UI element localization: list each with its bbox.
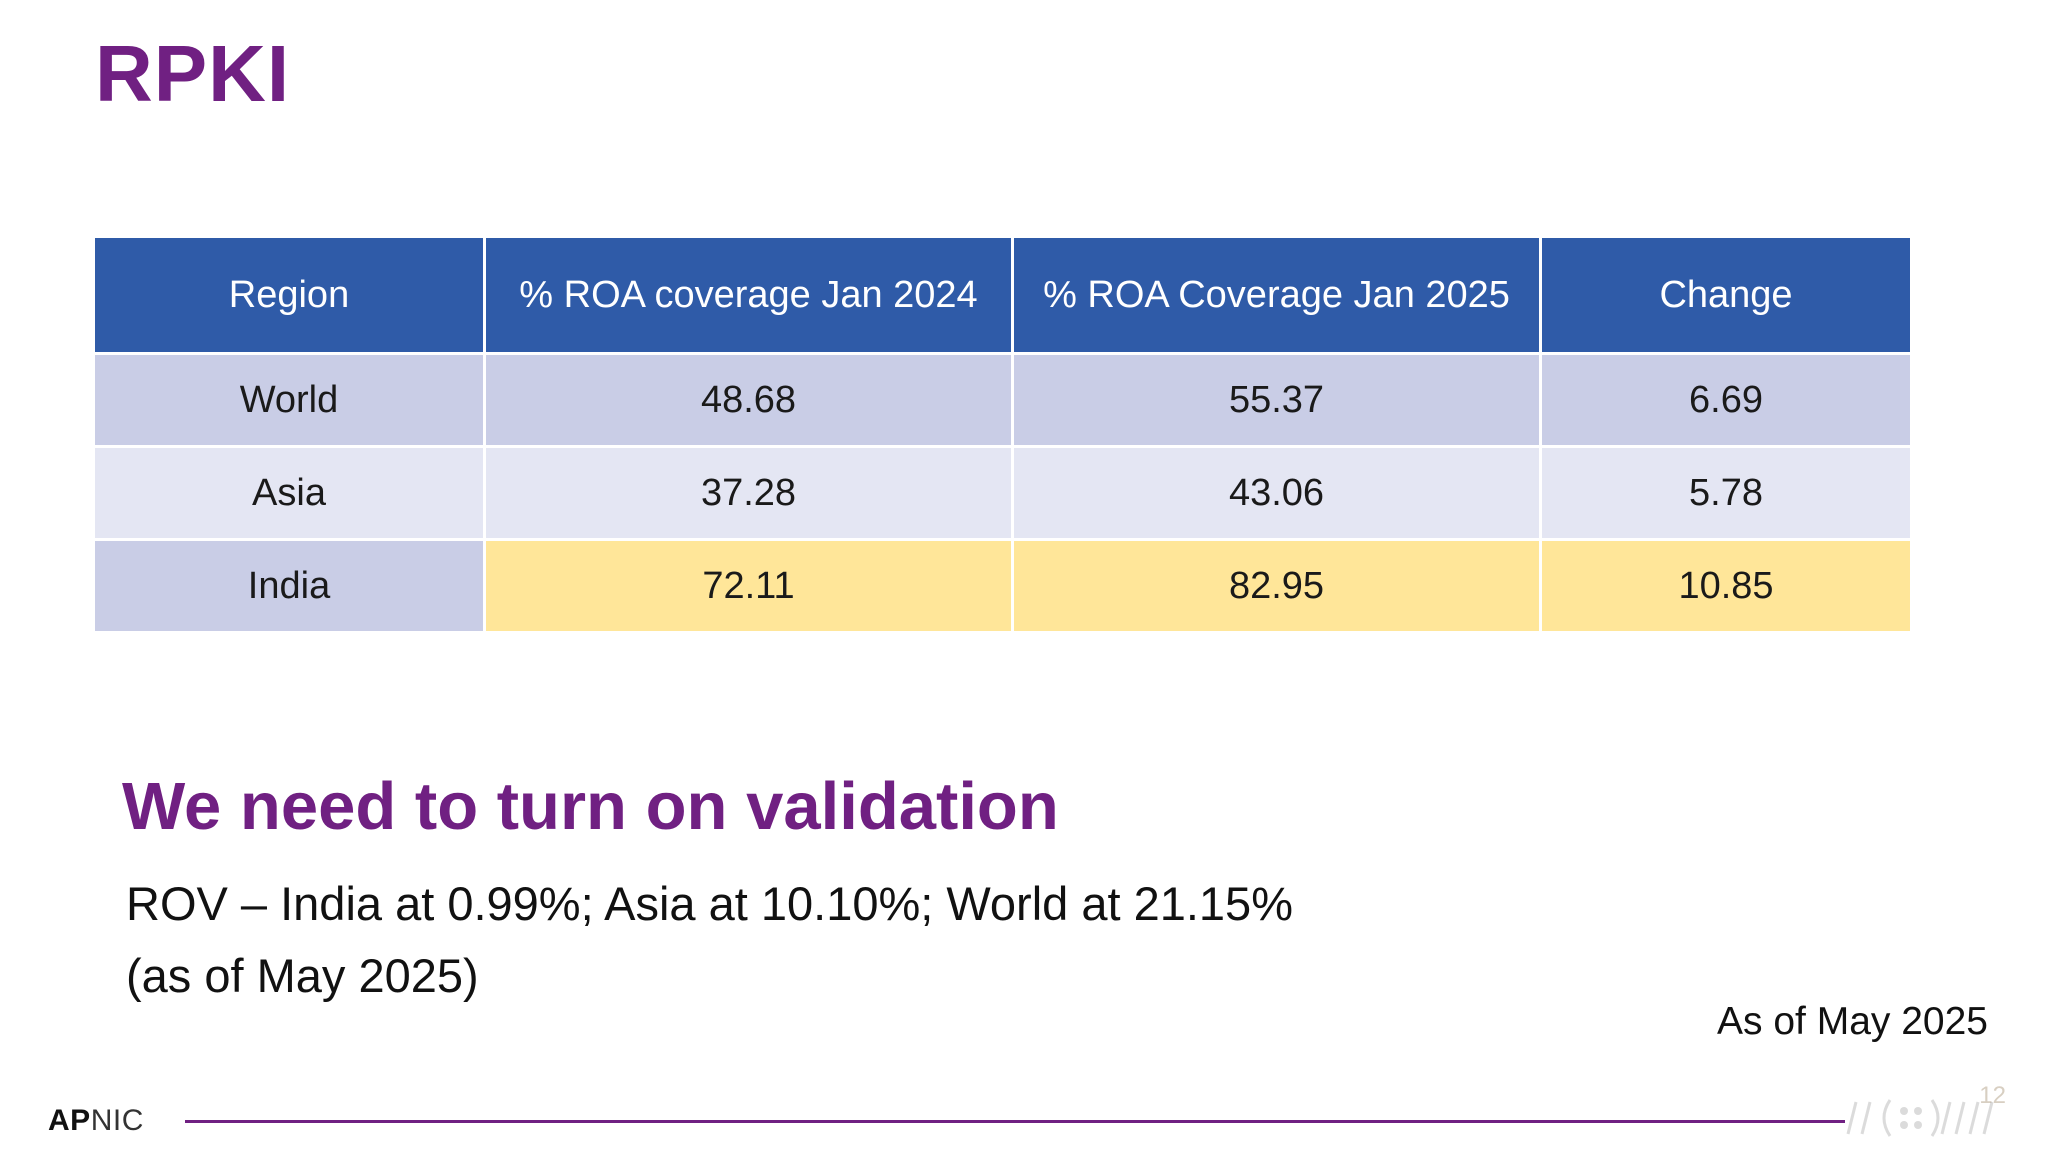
table-cell-india-2025: 82.95 [1014,541,1539,631]
table-cell-asia-change: 5.78 [1542,448,1910,538]
apnic-logo-rest: NIC [90,1104,144,1137]
table-cell-india-2024: 72.11 [486,541,1011,631]
apnic-logo-bold: AP [48,1104,91,1137]
footer-divider [185,1120,1845,1123]
table-cell-world-region: World [95,355,483,445]
table-cell-world-change: 6.69 [1542,355,1910,445]
table-cell-world-2024: 48.68 [486,355,1011,445]
table-header-region: Region [95,238,483,352]
page-number: 12 [1979,1082,2006,1109]
table-header-coverage-2024: % ROA coverage Jan 2024 [486,238,1011,352]
table-cell-india-region: India [95,541,483,631]
validation-heading: We need to turn on validation [122,769,1059,844]
table-cell-world-2025: 55.37 [1014,355,1539,445]
table-cell-asia-2024: 37.28 [486,448,1011,538]
table-cell-asia-region: Asia [95,448,483,538]
table-cell-asia-2025: 43.06 [1014,448,1539,538]
rov-date-line: (as of May 2025) [126,949,479,1002]
table-cell-india-change: 10.85 [1542,541,1910,631]
apnic-logo: APNIC [48,1104,144,1138]
table-header-coverage-2025: % ROA Coverage Jan 2025 [1014,238,1539,352]
apnic-dots-logo-icon [1846,1099,1994,1137]
roa-coverage-table: Region % ROA coverage Jan 2024 % ROA Cov… [95,238,1910,631]
as-of-note: As of May 2025 [1717,1000,1988,1043]
page-title: RPKI [95,29,291,118]
rov-stats-line: ROV – India at 0.99%; Asia at 10.10%; Wo… [126,877,1293,930]
table-header-change: Change [1542,238,1910,352]
